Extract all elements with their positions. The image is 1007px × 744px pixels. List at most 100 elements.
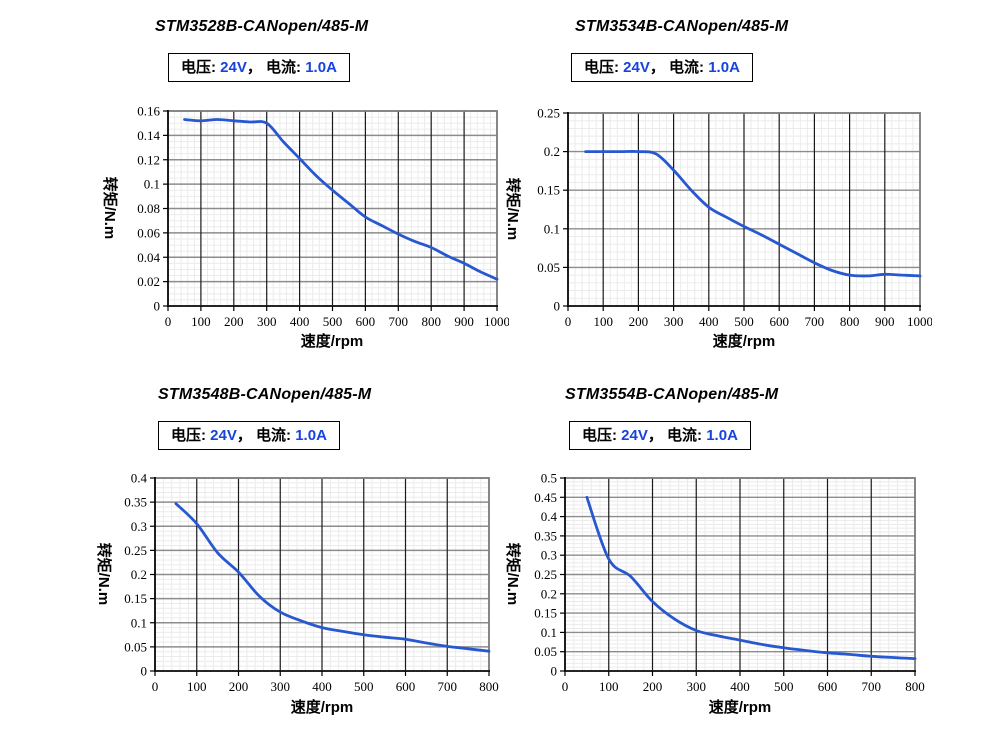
torque-speed-plot: 0 100 200 300 400 500 600 700 800 0 0.05 0.1 0.15 0.2… xyxy=(124,471,499,695)
svg-text:500: 500 xyxy=(354,679,374,694)
current-label: 电流: xyxy=(266,59,306,76)
svg-text:400: 400 xyxy=(290,314,310,329)
svg-text:700: 700 xyxy=(805,314,825,329)
current-value: 1.0A xyxy=(708,59,740,76)
torque-speed-plot: 0 100 200 300 400 500 600 700 800 0 0.05 0.1 0.15 0.2… xyxy=(534,471,925,695)
spec-box: 电压: 24V， 电流: 1.0A xyxy=(158,421,340,450)
spec-box: 电压: 24V， 电流: 1.0A xyxy=(569,421,751,450)
svg-text:900: 900 xyxy=(454,314,474,329)
current-label: 电流: xyxy=(667,427,707,444)
svg-text:300: 300 xyxy=(687,679,707,694)
svg-text:600: 600 xyxy=(356,314,376,329)
svg-text:500: 500 xyxy=(323,314,343,329)
svg-text:0.1: 0.1 xyxy=(144,177,160,192)
svg-text:0: 0 xyxy=(154,299,161,314)
svg-text:0.15: 0.15 xyxy=(534,606,557,621)
svg-text:0.35: 0.35 xyxy=(534,528,557,543)
voltage-label: 电压: xyxy=(171,427,211,444)
svg-text:0.25: 0.25 xyxy=(534,567,557,582)
comma-separator: ， xyxy=(236,427,257,444)
svg-text:0.16: 0.16 xyxy=(137,104,160,119)
y-axis-title: 转矩/N.m xyxy=(504,542,521,606)
voltage-value: 24V xyxy=(621,427,648,444)
x-axis-title: 速度/rpm xyxy=(300,333,364,350)
svg-text:0.05: 0.05 xyxy=(124,639,147,654)
comma-separator: ， xyxy=(649,59,670,76)
svg-text:200: 200 xyxy=(229,679,249,694)
y-axis-title: 转矩/N.m xyxy=(95,542,112,606)
svg-text:0.25: 0.25 xyxy=(537,106,560,121)
svg-text:0.4: 0.4 xyxy=(131,471,148,486)
svg-text:800: 800 xyxy=(905,679,925,694)
svg-text:300: 300 xyxy=(271,679,291,694)
voltage-label: 电压: xyxy=(584,59,624,76)
chart-title: STM3534B-CANopen/485-M xyxy=(575,18,789,35)
spec-box: 电压: 24V， 电流: 1.0A xyxy=(168,53,350,82)
current-label: 电流: xyxy=(256,427,296,444)
svg-text:0.3: 0.3 xyxy=(131,519,147,534)
svg-text:0.12: 0.12 xyxy=(137,152,160,167)
svg-text:200: 200 xyxy=(643,679,663,694)
voltage-value: 24V xyxy=(210,427,237,444)
svg-text:0.05: 0.05 xyxy=(537,260,560,275)
x-axis-title: 速度/rpm xyxy=(708,699,772,716)
svg-text:0.25: 0.25 xyxy=(124,543,147,558)
svg-text:0.2: 0.2 xyxy=(541,586,557,601)
svg-text:0.4: 0.4 xyxy=(541,509,558,524)
svg-text:0.15: 0.15 xyxy=(537,183,560,198)
svg-text:0.1: 0.1 xyxy=(544,221,560,236)
comma-separator: ， xyxy=(246,59,267,76)
svg-text:0.45: 0.45 xyxy=(534,490,557,505)
svg-text:600: 600 xyxy=(769,314,789,329)
svg-text:300: 300 xyxy=(664,314,684,329)
svg-text:0.05: 0.05 xyxy=(534,644,557,659)
current-label: 电流: xyxy=(669,59,709,76)
current-value: 1.0A xyxy=(295,427,327,444)
svg-text:900: 900 xyxy=(875,314,895,329)
svg-text:100: 100 xyxy=(187,679,207,694)
svg-text:0.1: 0.1 xyxy=(131,615,147,630)
svg-text:0.14: 0.14 xyxy=(137,128,160,143)
svg-text:600: 600 xyxy=(396,679,416,694)
svg-text:700: 700 xyxy=(438,679,458,694)
svg-text:0.1: 0.1 xyxy=(541,625,557,640)
comma-separator: ， xyxy=(647,427,668,444)
chart-title: STM3528B-CANopen/485-M xyxy=(155,18,369,35)
voltage-label: 电压: xyxy=(582,427,622,444)
svg-text:0.06: 0.06 xyxy=(137,225,160,240)
svg-text:0.15: 0.15 xyxy=(124,591,147,606)
svg-text:0.2: 0.2 xyxy=(544,144,560,159)
svg-text:700: 700 xyxy=(862,679,882,694)
svg-text:0: 0 xyxy=(152,679,159,694)
svg-text:500: 500 xyxy=(774,679,794,694)
svg-text:600: 600 xyxy=(818,679,838,694)
svg-text:1000: 1000 xyxy=(907,314,932,329)
svg-text:0.04: 0.04 xyxy=(137,250,160,265)
torque-speed-plot: 0 100 200 300 400 500 600 700 800 900 1000 0 0.05 0.1… xyxy=(537,106,932,330)
svg-text:0: 0 xyxy=(554,299,561,314)
svg-text:100: 100 xyxy=(593,314,613,329)
svg-text:100: 100 xyxy=(191,314,211,329)
voltage-value: 24V xyxy=(220,59,247,76)
y-axis-title: 转矩/N.m xyxy=(504,177,521,241)
svg-text:0: 0 xyxy=(565,314,572,329)
x-axis-title: 速度/rpm xyxy=(712,333,776,350)
svg-text:800: 800 xyxy=(479,679,499,694)
svg-text:200: 200 xyxy=(629,314,649,329)
svg-text:0.08: 0.08 xyxy=(137,201,160,216)
svg-text:400: 400 xyxy=(312,679,332,694)
svg-text:200: 200 xyxy=(224,314,244,329)
svg-text:400: 400 xyxy=(730,679,750,694)
svg-text:0.3: 0.3 xyxy=(541,548,557,563)
voltage-value: 24V xyxy=(623,59,650,76)
svg-text:0: 0 xyxy=(562,679,569,694)
svg-text:0: 0 xyxy=(551,664,558,679)
svg-text:800: 800 xyxy=(840,314,860,329)
svg-text:1000: 1000 xyxy=(484,314,509,329)
svg-text:400: 400 xyxy=(699,314,719,329)
svg-text:0.02: 0.02 xyxy=(137,274,160,289)
svg-text:800: 800 xyxy=(421,314,441,329)
svg-text:500: 500 xyxy=(734,314,754,329)
x-axis-title: 速度/rpm xyxy=(290,699,354,716)
